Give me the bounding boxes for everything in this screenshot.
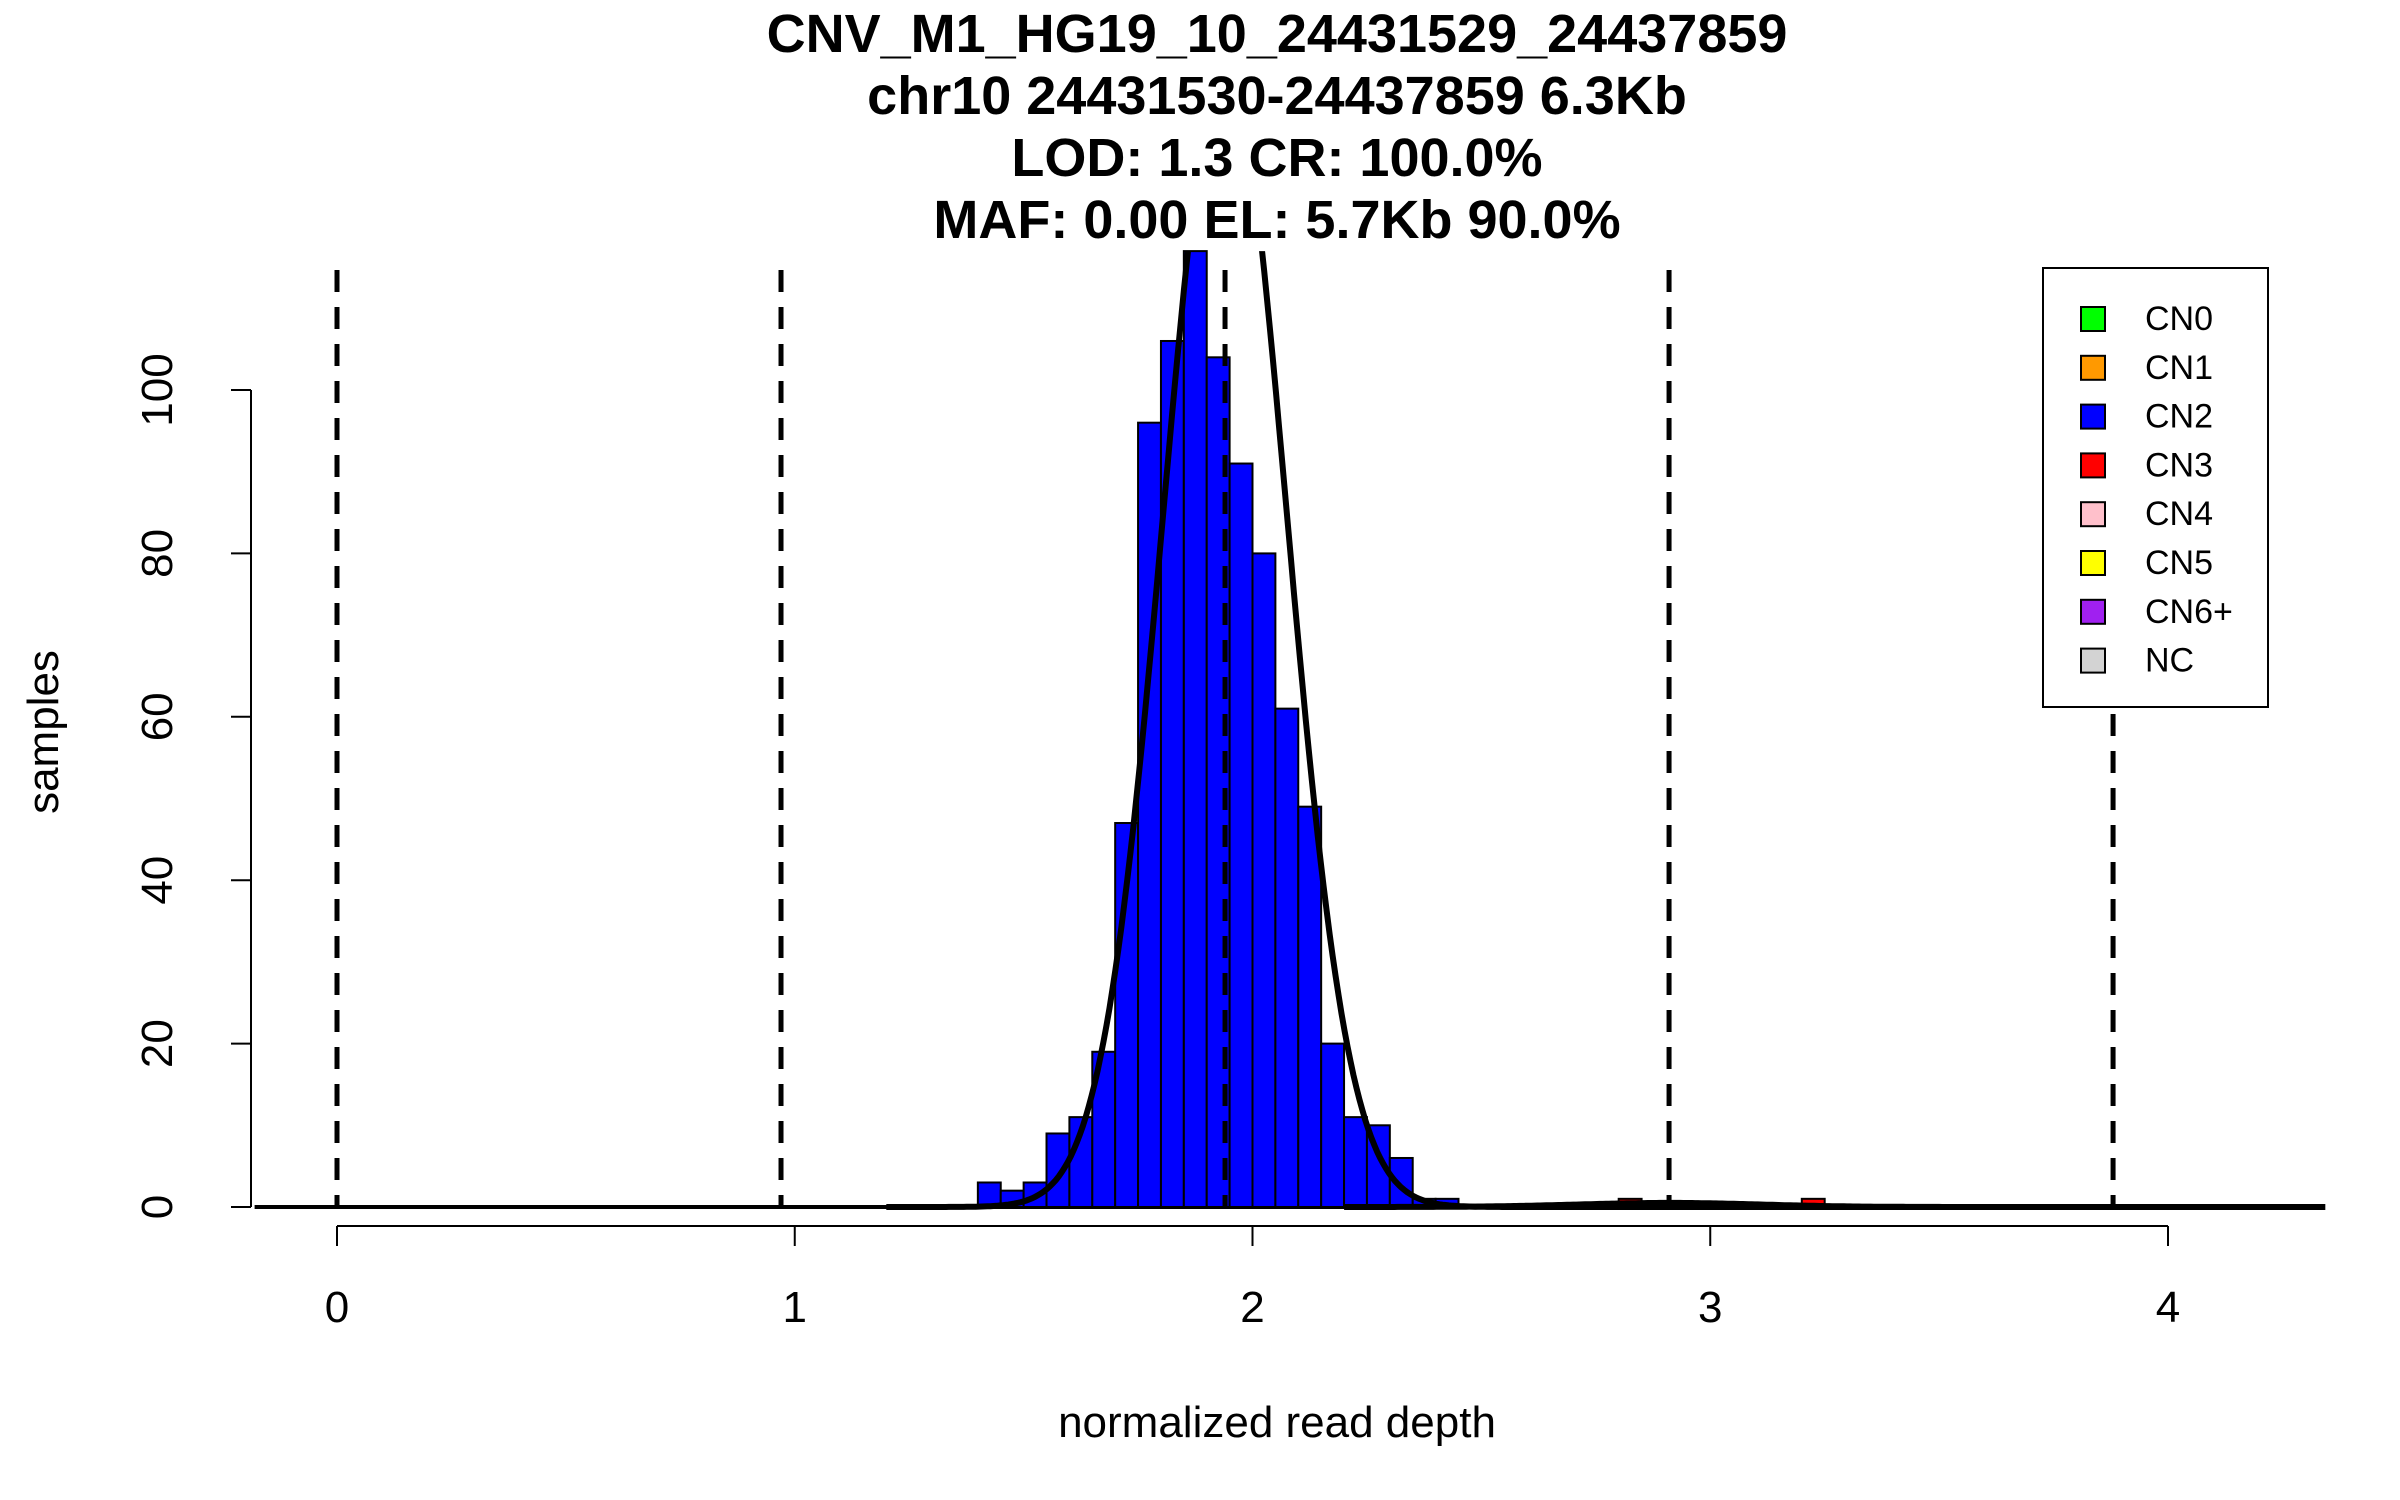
bar-cn2-12 — [1251, 552, 1277, 1208]
y-tick-label-4: 80 — [133, 529, 182, 578]
legend-swatch-cn2 — [2080, 403, 2106, 430]
y-tick-label-1: 20 — [133, 1019, 182, 1068]
legend: CN0 CN1 CN2 CN3 CN4 CN5 CN6+ NC — [2042, 267, 2269, 708]
legend-swatch-cn3 — [2080, 452, 2106, 479]
x-tick-label-0: 0 — [325, 1283, 349, 1332]
y-tick-label-0: 0 — [133, 1195, 182, 1219]
legend-label-cn3: CN3 — [2145, 446, 2213, 484]
legend-label-cn6plus: CN6+ — [2145, 593, 2233, 631]
legend-label-cn5: CN5 — [2145, 544, 2213, 582]
x-tick-label-4: 4 — [2156, 1283, 2180, 1332]
bar-cn2-9 — [1182, 250, 1208, 1209]
bar-cn2-7 — [1137, 421, 1162, 1208]
plot-area — [254, 250, 2326, 1210]
legend-label-cn4: CN4 — [2145, 495, 2213, 533]
bar-cn2-14 — [1297, 805, 1323, 1208]
title-line-4: MAF: 0.00 EL: 5.7Kb 90.0% — [933, 190, 1620, 250]
x-tick-label-2: 2 — [1240, 1283, 1264, 1332]
legend-swatch-cn4 — [2080, 501, 2106, 528]
x-axis: 0 1 2 3 4 — [325, 1225, 2180, 1332]
legend-label-cn0: CN0 — [2145, 300, 2213, 338]
title-line-2: chr10 24431530-24437859 6.3Kb — [867, 66, 1687, 126]
bar-cn2-11 — [1228, 462, 1254, 1208]
legend-swatch-cn6plus — [2080, 598, 2106, 625]
legend-swatch-nc — [2080, 647, 2106, 674]
y-tick-label-2: 40 — [133, 856, 182, 905]
legend-label-nc: NC — [2145, 642, 2194, 680]
legend-box — [2042, 267, 2269, 708]
x-tick-label-1: 1 — [783, 1283, 807, 1332]
bar-cn2-15 — [1320, 1042, 1346, 1208]
title-line-3: LOD: 1.3 CR: 100.0% — [1011, 128, 1542, 188]
legend-label-cn2: CN2 — [2145, 398, 2213, 436]
legend-swatch-cn5 — [2080, 550, 2106, 576]
bar-cn2-13 — [1274, 707, 1300, 1208]
x-tick-label-3: 3 — [1698, 1283, 1722, 1332]
bar-cn2-16 — [1343, 1116, 1368, 1209]
legend-swatch-cn1 — [2080, 354, 2106, 381]
x-axis-label: normalized read depth — [1058, 1398, 1496, 1447]
y-axis: 0 20 40 60 80 100 — [133, 353, 252, 1219]
fit-curve-1 — [1344, 1199, 2326, 1210]
y-tick-label-3: 60 — [133, 692, 182, 741]
y-tick-label-5: 100 — [133, 353, 182, 426]
bar-cn2-10 — [1205, 356, 1231, 1208]
chart-title: CNV_M1_HG19_10_24431529_24437859 chr10 2… — [767, 4, 1788, 250]
legend-swatch-cn0 — [2080, 306, 2106, 332]
title-line-1: CNV_M1_HG19_10_24431529_24437859 — [767, 4, 1788, 64]
legend-label-cn1: CN1 — [2145, 349, 2213, 387]
y-axis-label: samples — [19, 650, 68, 814]
